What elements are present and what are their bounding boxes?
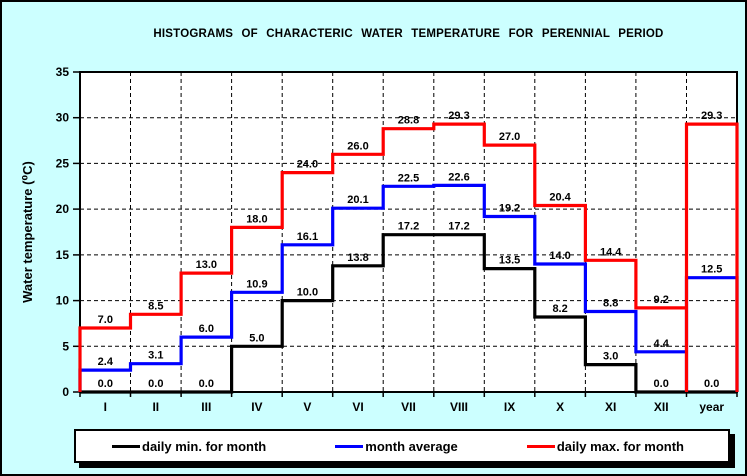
value-label: 0.0: [704, 378, 719, 390]
x-axis-label: I: [104, 400, 107, 414]
value-label: 29.3: [448, 110, 469, 122]
x-axis-label: IX: [504, 400, 515, 414]
value-label: 0.0: [654, 378, 669, 390]
value-label: 4.4: [654, 338, 670, 350]
value-label: 27.0: [499, 131, 520, 143]
legend-item-month-average: month average: [335, 438, 458, 454]
x-axis-label: VI: [352, 400, 363, 414]
x-axis-label: V: [303, 400, 311, 414]
value-label: 22.5: [398, 172, 419, 184]
value-label: 18.0: [246, 213, 267, 225]
value-label: 12.5: [701, 264, 722, 276]
x-axis-label: VIII: [450, 400, 468, 414]
value-label: 9.2: [654, 294, 669, 306]
y-tick-label: 25: [56, 156, 70, 170]
value-label: 10.0: [297, 287, 318, 299]
legend-label-daily-min: daily min. for month: [142, 438, 267, 454]
value-label: 8.5: [148, 300, 163, 312]
y-tick-label: 5: [62, 339, 69, 353]
value-label: 16.1: [297, 231, 318, 243]
value-label: 26.0: [347, 140, 368, 152]
value-label: 0.0: [98, 378, 113, 390]
series-line-0: [80, 233, 737, 394]
y-tick-label: 20: [56, 202, 70, 216]
x-axis-label: III: [201, 400, 211, 414]
value-label: 29.3: [701, 110, 722, 122]
value-label: 13.5: [499, 255, 520, 267]
value-label: 3.0: [603, 351, 618, 363]
value-label: 0.0: [148, 378, 163, 390]
value-label: 17.2: [398, 221, 419, 233]
value-label: 5.0: [249, 332, 264, 344]
value-label: 7.0: [98, 314, 113, 326]
value-label: 20.1: [347, 194, 368, 206]
x-axis-label: year: [699, 400, 724, 414]
series-line-2: [78, 122, 739, 392]
value-label: 28.8: [398, 115, 419, 127]
y-tick-label: 15: [56, 248, 70, 262]
value-label: 2.4: [98, 356, 114, 368]
value-label: 3.1: [148, 350, 163, 362]
x-axis-label: X: [556, 400, 564, 414]
avg-line-swatch-icon: [335, 444, 364, 448]
y-tick-label: 10: [56, 294, 70, 308]
x-axis-label: XI: [605, 400, 616, 414]
value-label: 19.2: [499, 203, 520, 215]
value-label: 0.0: [199, 378, 214, 390]
x-axis-label: IV: [251, 400, 262, 414]
value-label: 20.4: [549, 192, 571, 204]
value-label: 22.6: [448, 171, 469, 183]
max-line-swatch-icon: [526, 444, 555, 448]
legend: daily min. for month month average daily…: [74, 429, 730, 463]
value-label: 6.0: [199, 323, 214, 335]
value-label: 24.0: [297, 159, 318, 171]
x-axis-label: II: [152, 400, 159, 414]
value-label: 14.4: [600, 246, 622, 258]
x-axis-label: XII: [654, 400, 669, 414]
value-label: 17.2: [448, 221, 469, 233]
legend-label-daily-max: daily max. for month: [556, 438, 684, 454]
legend-item-daily-max: daily max. for month: [526, 438, 684, 454]
x-axis-label: VII: [401, 400, 416, 414]
value-label: 13.8: [347, 252, 368, 264]
min-line-swatch-icon: [112, 444, 140, 448]
y-tick-label: 35: [56, 65, 70, 79]
value-label: 13.0: [196, 259, 217, 271]
legend-label-month-average: month average: [365, 438, 458, 454]
y-tick-label: 0: [62, 385, 69, 399]
chart-title: HISTOGRAMS OF CHARACTERIC WATER TEMPERAT…: [153, 28, 664, 40]
value-label: 14.0: [549, 250, 570, 262]
y-tick-label: 30: [56, 111, 70, 125]
value-label: 8.8: [603, 298, 618, 310]
value-label: 8.2: [552, 303, 567, 315]
legend-item-daily-min: daily min. for month: [112, 439, 266, 454]
value-label: 10.9: [246, 278, 267, 290]
